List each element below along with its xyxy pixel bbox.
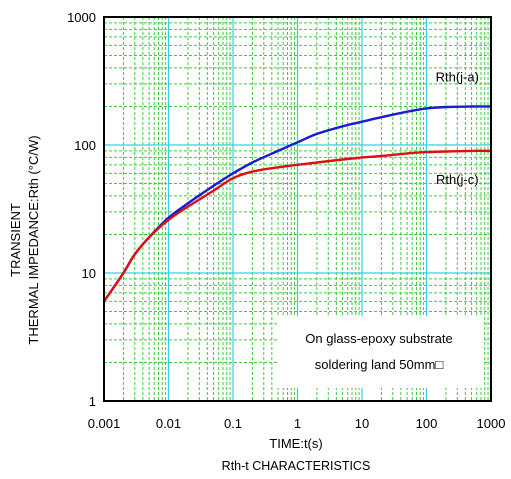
y-axis-label-line-2: THERMAL IMPEDANCE:Rth (°C/W) xyxy=(26,135,41,344)
y-tick-label: 10 xyxy=(82,266,96,281)
series-label-rth-j-c: Rth(j-c) xyxy=(436,172,479,187)
x-tick-labels: 0.001 0.01 0.1 1 10 100 1000 xyxy=(88,416,506,431)
series-label-rth-j-a: Rth(j-a) xyxy=(436,69,479,84)
annotation-box-background xyxy=(277,316,482,388)
x-tick-label: 0.001 xyxy=(88,416,121,431)
y-tick-label: 100 xyxy=(74,138,96,153)
annotation-line-1: On glass-epoxy substrate xyxy=(305,331,452,346)
x-tick-label: 1 xyxy=(294,416,301,431)
annotation-line-2: soldering land 50mm□ xyxy=(315,357,444,372)
y-tick-label: 1 xyxy=(89,394,96,409)
series-line-rth-j-c xyxy=(103,149,492,303)
series-labels: Rth(j-a) Rth(j-c) xyxy=(436,69,479,186)
annotation-box: On glass-epoxy substrate soldering land … xyxy=(277,316,482,388)
x-tick-label: 0.1 xyxy=(224,416,242,431)
x-tick-label: 0.01 xyxy=(156,416,181,431)
chart-caption: Rth-t CHARACTERISTICS xyxy=(222,459,371,473)
y-axis-label-line-1: TRANSIENT xyxy=(8,203,23,277)
plot-frame xyxy=(103,16,492,402)
y-tick-label: 1000 xyxy=(67,10,96,25)
y-tick-labels: 1 10 100 1000 xyxy=(67,10,96,409)
x-axis-label: TIME:t(s) xyxy=(269,436,322,451)
series-layer xyxy=(103,105,492,303)
x-tick-label: 10 xyxy=(355,416,369,431)
x-tick-label: 100 xyxy=(416,416,438,431)
x-tick-label: 1000 xyxy=(477,416,506,431)
